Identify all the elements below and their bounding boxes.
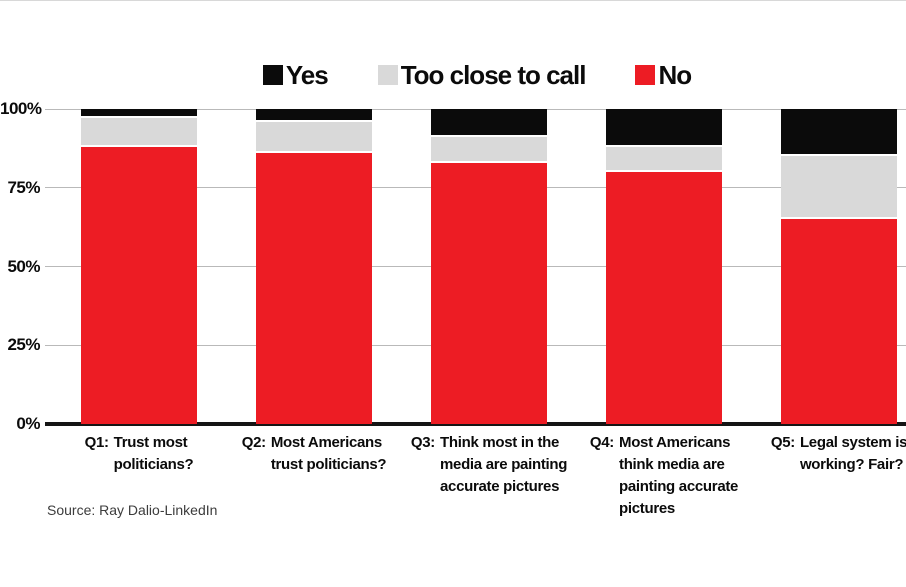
bar-segment-q2-too-close-to-call: [256, 121, 372, 154]
y-tick-0: 0%: [16, 414, 40, 433]
bar-segment-q3-yes: [431, 109, 547, 138]
legend-label: Yes: [285, 60, 329, 90]
bar-q2: [256, 109, 372, 424]
legend-item-yes: Yes: [262, 60, 329, 90]
bar-q4: [606, 109, 722, 424]
legend-item-too-close-to-call: Too close to call: [377, 60, 587, 90]
bar-segment-q4-no: [606, 171, 722, 424]
question-prefix: Q3:: [410, 434, 435, 451]
question-text: Most Americans trust politicians?: [270, 434, 387, 473]
x-axis-line: [45, 422, 906, 426]
x-label-text: Q4: Most Americans think media are painting…: [589, 432, 739, 520]
chart-legend: Yes Too close to call No: [24, 61, 906, 89]
legend-label: Too close to call: [400, 60, 587, 90]
bar-segment-q3-too-close-to-call: [431, 137, 547, 163]
bars-container: [81, 109, 897, 424]
question-text: Legal system is working? Fair?: [799, 434, 906, 473]
question-text: Most Americans think media are painting ac…: [619, 434, 739, 517]
y-tick-50: 50%: [7, 256, 40, 276]
bar-segment-q2-yes: [256, 109, 372, 122]
x-label-text: Q5: Legal system is working? Fair?: [771, 432, 906, 476]
x-label-text: Q1: Trust most politicians?: [85, 432, 194, 476]
question-prefix: Q2:: [241, 434, 266, 451]
legend-swatch-no: [635, 65, 656, 85]
y-tick-75: 75%: [7, 177, 40, 197]
bar-segment-q5-no: [781, 219, 897, 424]
bar-segment-q4-yes: [606, 109, 722, 147]
bar-segment-q1-no: [81, 146, 197, 424]
bar-segment-q5-yes: [781, 109, 897, 157]
x-label-text: Q2: Most Americans trust politicians?: [242, 432, 387, 476]
y-tick-100: 100%: [0, 99, 42, 118]
source-note: Source: Ray Dalio-LinkedIn: [47, 502, 218, 518]
bar-q5: [781, 109, 897, 424]
question-text: Trust most politicians?: [113, 434, 194, 473]
y-tick-25: 25%: [7, 335, 40, 355]
question-prefix: Q4:: [589, 434, 614, 451]
bar-q3: [431, 109, 547, 424]
legend-swatch-too-close-to-call: [377, 65, 398, 85]
x-label-text: Q3: Think most in the media are painting ac…: [410, 432, 568, 498]
question-text: Think most in the media are painting accur…: [439, 434, 568, 495]
bar-segment-q3-no: [431, 162, 547, 424]
y-axis: 0% 25% 50% 75% 100%: [0, 99, 42, 433]
question-prefix: Q1:: [84, 434, 109, 451]
bar-segment-q1-too-close-to-call: [81, 118, 197, 147]
legend-swatch-yes: [262, 65, 283, 85]
bar-segment-q5-too-close-to-call: [781, 156, 897, 220]
bar-segment-q2-no: [256, 153, 372, 424]
question-prefix: Q5:: [770, 434, 795, 451]
plot-area: [45, 108, 906, 426]
legend-label: No: [658, 60, 692, 90]
bar-segment-q4-too-close-to-call: [606, 146, 722, 172]
legend-item-no: No: [635, 60, 692, 90]
bar-segment-q1-yes: [81, 109, 197, 119]
bar-q1: [81, 109, 197, 424]
